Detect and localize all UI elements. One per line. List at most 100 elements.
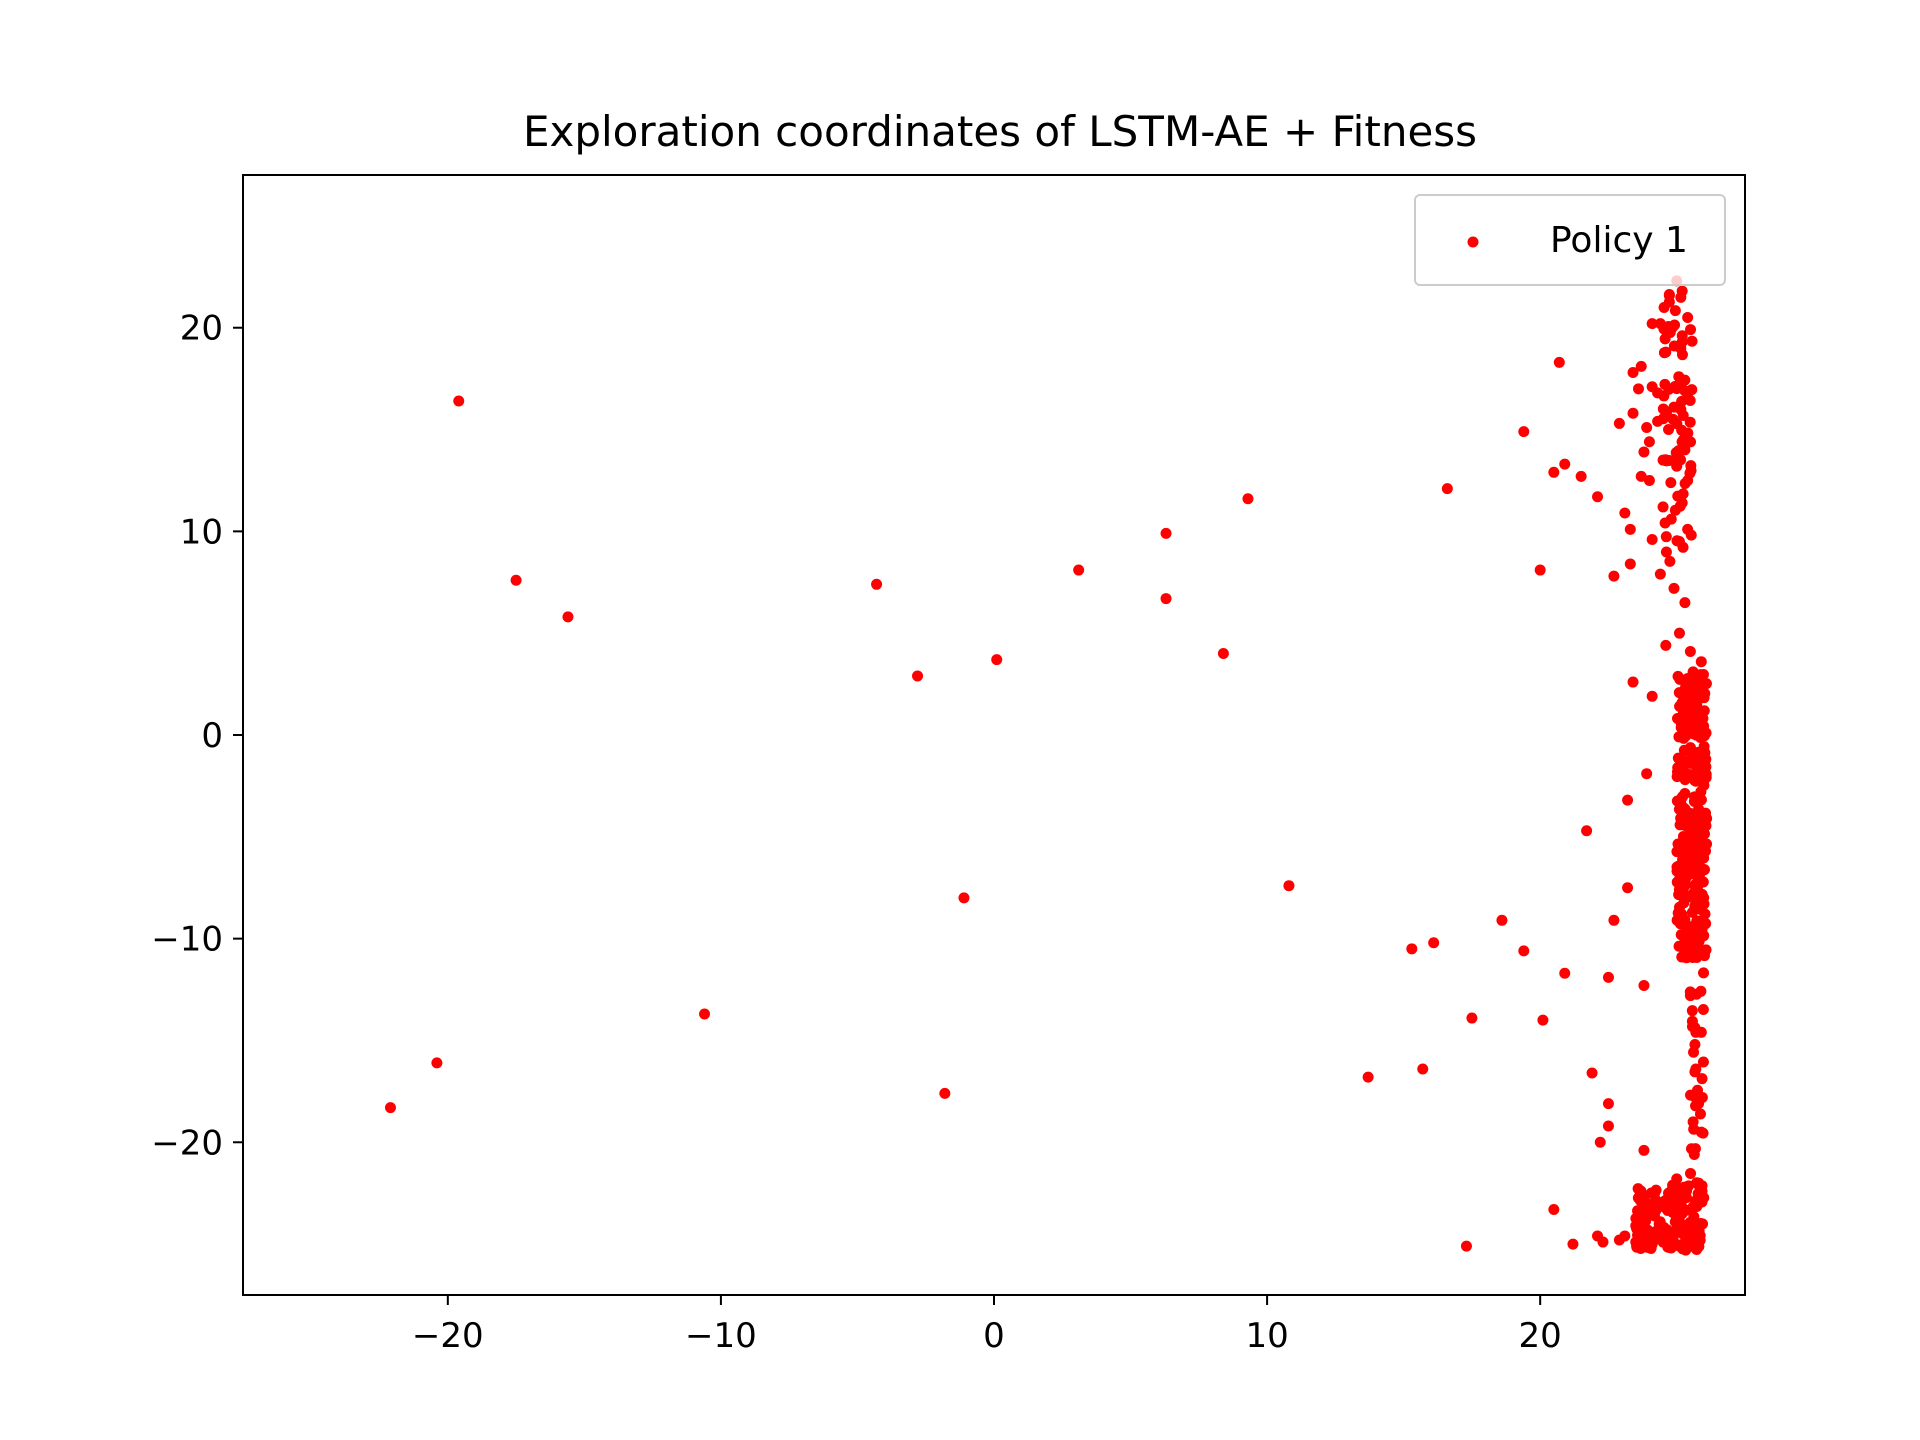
scatter-point: [1682, 890, 1694, 902]
scatter-point: [1676, 1208, 1688, 1220]
scatter-point: [1441, 483, 1453, 495]
scatter-point: [1638, 1209, 1650, 1221]
scatter-point: [1586, 1067, 1598, 1079]
scatter-point: [1694, 1108, 1706, 1120]
scatter-point: [1686, 335, 1698, 347]
scatter-point: [1638, 1193, 1650, 1205]
scatter-point: [1671, 846, 1683, 858]
scatter-point: [1691, 729, 1703, 741]
scatter-point: [1518, 426, 1530, 438]
scatter-point: [1669, 305, 1681, 317]
scatter-point: [1663, 1187, 1675, 1199]
scatter-point: [1684, 416, 1696, 428]
scatter-point: [1690, 841, 1702, 853]
scatter-point: [1679, 385, 1691, 397]
x-tick-label: 20: [1519, 1316, 1562, 1356]
scatter-point: [1665, 513, 1677, 525]
scatter-point: [1652, 387, 1664, 399]
scatter-point: [1645, 1200, 1657, 1212]
scatter-point: [871, 578, 883, 590]
scatter-point: [1466, 1012, 1478, 1024]
scatter-point: [1242, 493, 1254, 505]
legend: Policy 1: [1414, 194, 1726, 286]
scatter-point: [1695, 1026, 1707, 1038]
scatter-point: [1624, 558, 1636, 570]
scatter-point: [1698, 898, 1710, 910]
scatter-point: [1678, 730, 1690, 742]
scatter-point: [1693, 1225, 1705, 1237]
scatter-point: [1693, 1098, 1705, 1110]
scatter-point: [1668, 401, 1680, 413]
scatter-point: [1698, 720, 1710, 732]
scatter-point: [1663, 288, 1675, 300]
scatter-point: [1679, 444, 1691, 456]
scatter-point: [1685, 324, 1697, 336]
scatter-point: [1217, 648, 1229, 660]
y-tick-label: 10: [180, 512, 223, 552]
scatter-point: [1681, 919, 1693, 931]
scatter-point: [1696, 1185, 1708, 1197]
scatter-point: [1581, 825, 1593, 837]
x-tick-label: 10: [1245, 1316, 1288, 1356]
scatter-point: [1548, 466, 1560, 478]
scatter-point: [1689, 879, 1701, 891]
scatter-point: [1428, 937, 1440, 949]
scatter-point: [1627, 407, 1639, 419]
scatter-point: [1679, 880, 1691, 892]
scatter-point: [1696, 1073, 1708, 1085]
scatter-point: [1673, 1240, 1685, 1252]
y-tick-label: −10: [151, 920, 223, 960]
axis-ticks: −20 −10 0 10 20 −20 −10 0 10 20: [151, 309, 1562, 1356]
scatter-point: [562, 611, 574, 623]
scatter-point: [1697, 1056, 1709, 1068]
scatter-point: [1602, 971, 1614, 983]
scatter-point: [1553, 356, 1565, 368]
scatter-point: [1645, 1187, 1657, 1199]
scatter-point: [384, 1102, 396, 1114]
scatter-point: [1679, 374, 1691, 386]
scatter-point: [1699, 828, 1711, 840]
scatter-point: [1518, 945, 1530, 957]
scatter-point: [1638, 446, 1650, 458]
scatter-point: [1669, 319, 1681, 331]
scatter-point: [1694, 869, 1706, 881]
scatter-point: [1657, 501, 1669, 513]
scatter-point: [510, 574, 522, 586]
scatter-point: [1622, 882, 1634, 894]
scatter-point: [1676, 497, 1688, 509]
scatter-point: [1673, 627, 1685, 639]
scatter-point: [1685, 1167, 1697, 1179]
scatter-point: [1694, 1234, 1706, 1246]
scatter-point: [1660, 639, 1672, 651]
scatter-point: [1697, 669, 1709, 681]
scatter-point: [1630, 1236, 1642, 1248]
scatter-point: [1496, 914, 1508, 926]
scatter-point: [1679, 788, 1691, 800]
scatter-point: [1692, 681, 1704, 693]
scatter-point: [1684, 990, 1696, 1002]
scatter-point: [1638, 979, 1650, 991]
scatter-point: [1638, 1144, 1650, 1156]
scatter-point: [1698, 744, 1710, 756]
scatter-point: [1682, 1230, 1694, 1242]
scatter-point: [1673, 803, 1685, 815]
legend-box: [1414, 194, 1726, 286]
scatter-point: [1689, 833, 1701, 845]
scatter-point: [1676, 285, 1688, 297]
scatter-point: [1649, 1226, 1661, 1238]
scatter-point: [1682, 312, 1694, 324]
scatter-point: [1687, 941, 1699, 953]
legend-marker-policy-1: [1467, 236, 1479, 248]
scatter-point: [1698, 967, 1710, 979]
scatter-point: [1659, 378, 1671, 390]
scatter-point: [1681, 870, 1693, 882]
scatter-point: [1684, 698, 1696, 710]
scatter-point: [1602, 1098, 1614, 1110]
scatter-point: [1673, 536, 1685, 548]
scatter-point: [453, 395, 465, 407]
scatter-point: [1695, 794, 1707, 806]
scatter-point: [1635, 1185, 1647, 1197]
scatter-point: [1641, 422, 1653, 434]
scatter-point: [1676, 908, 1688, 920]
